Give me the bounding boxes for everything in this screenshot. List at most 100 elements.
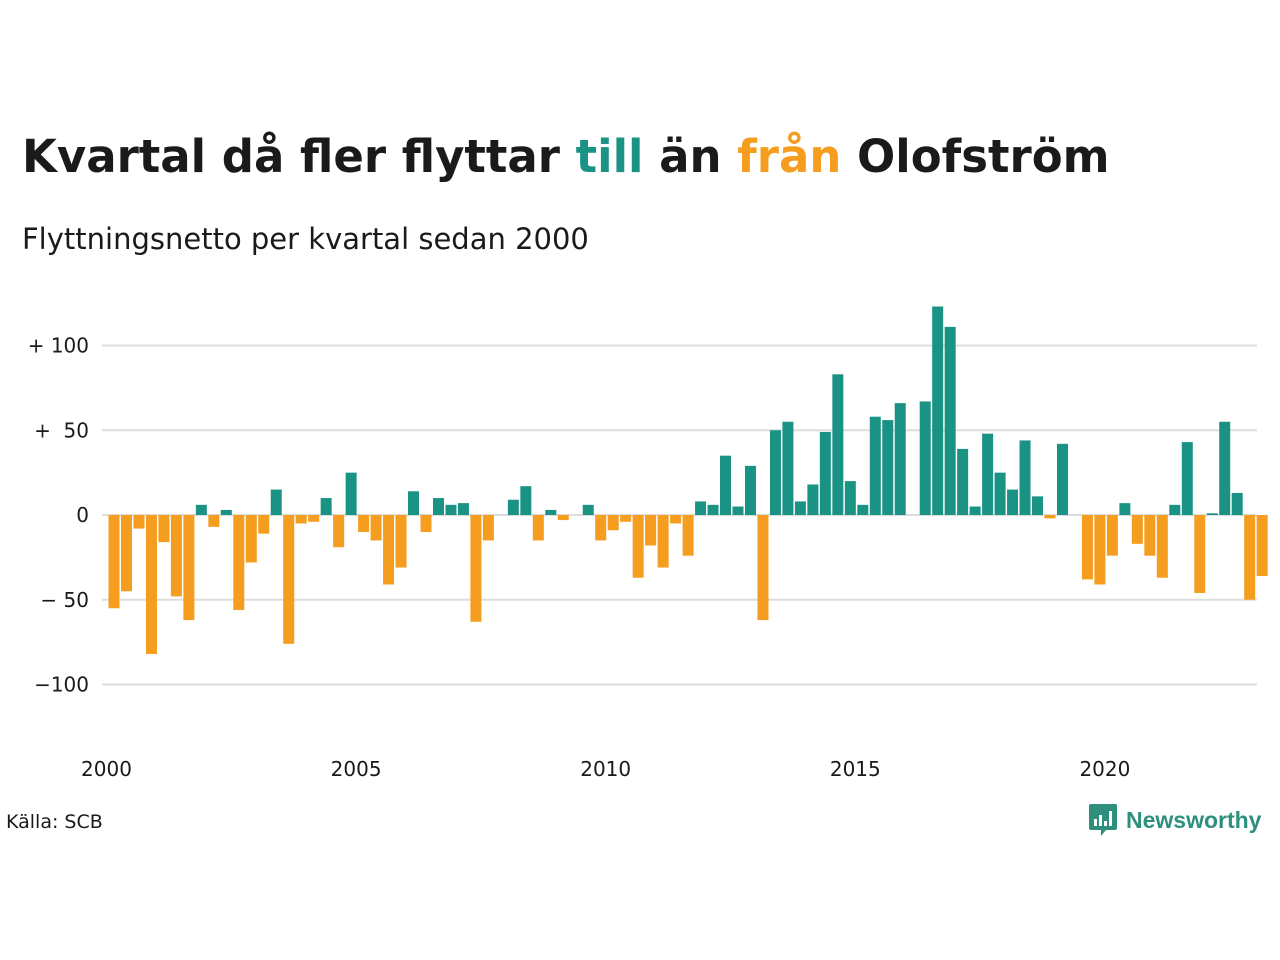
bar xyxy=(657,515,669,568)
bar xyxy=(183,515,195,621)
bar xyxy=(370,515,382,541)
bar xyxy=(258,515,270,534)
bar xyxy=(582,504,594,515)
newsworthy-chart-icon xyxy=(1089,804,1117,836)
bar xyxy=(894,403,906,515)
bar xyxy=(794,501,806,515)
bar xyxy=(882,420,894,515)
bar xyxy=(482,515,494,541)
bar xyxy=(1131,515,1143,544)
bar xyxy=(432,498,444,515)
bar xyxy=(532,515,544,541)
newsworthy-logo: Newsworthy xyxy=(1088,802,1261,838)
bar xyxy=(270,489,282,515)
bar xyxy=(732,506,744,515)
bar xyxy=(1181,442,1193,516)
bar xyxy=(720,455,732,516)
bar xyxy=(819,431,831,515)
bar xyxy=(295,515,307,524)
title-word-till: till xyxy=(575,130,644,183)
bar xyxy=(245,515,257,563)
y-tick-label: −100 xyxy=(34,673,89,697)
bar xyxy=(982,433,994,515)
y-tick-label: − 50 xyxy=(40,588,89,612)
bar xyxy=(1032,496,1044,515)
bar xyxy=(744,465,756,516)
bar xyxy=(1019,440,1031,515)
bar xyxy=(844,481,856,515)
bar xyxy=(133,515,145,529)
bar xyxy=(170,515,182,597)
x-tick-label: 2010 xyxy=(580,757,631,781)
bar xyxy=(607,515,619,531)
bar xyxy=(283,515,295,644)
title-text-3: Olofström xyxy=(841,130,1110,183)
bar xyxy=(670,515,682,524)
bar xyxy=(395,515,407,568)
bar xyxy=(1194,515,1206,593)
bar xyxy=(1256,515,1268,577)
bar xyxy=(919,401,931,515)
bar xyxy=(645,515,657,546)
bar xyxy=(1007,489,1019,515)
bar xyxy=(1056,443,1068,515)
bar xyxy=(682,515,694,556)
title-word-fran: från xyxy=(737,130,842,183)
bar xyxy=(507,499,519,516)
bar xyxy=(869,416,881,515)
bar xyxy=(158,515,170,543)
bar xyxy=(1119,503,1131,515)
brand-name: Newsworthy xyxy=(1126,806,1262,833)
bar xyxy=(707,504,719,515)
bar xyxy=(857,504,869,515)
y-tick-label: 0 xyxy=(76,503,89,527)
bar xyxy=(145,515,157,654)
x-tick-label: 2020 xyxy=(1079,757,1130,781)
bar xyxy=(457,503,469,515)
bar xyxy=(620,515,632,522)
bar xyxy=(1094,515,1106,585)
bar xyxy=(520,486,532,516)
bar xyxy=(358,515,370,532)
bar xyxy=(1169,504,1181,515)
bar xyxy=(345,472,357,516)
bar xyxy=(1106,515,1118,556)
bar xyxy=(994,472,1006,516)
bar xyxy=(383,515,395,585)
bar xyxy=(1081,515,1093,580)
bar xyxy=(308,515,320,522)
bar xyxy=(969,506,981,515)
bar xyxy=(595,515,607,541)
chart-subtitle: Flyttningsnetto per kvartal sedan 2000 xyxy=(22,222,589,256)
bar xyxy=(1144,515,1156,556)
bar xyxy=(1244,515,1256,600)
bar xyxy=(333,515,345,548)
title-text-2: än xyxy=(643,130,738,183)
bars xyxy=(108,306,1268,654)
bar xyxy=(695,501,707,515)
bar xyxy=(220,509,232,515)
bar xyxy=(420,515,432,532)
bar xyxy=(832,374,844,515)
bar xyxy=(557,515,569,521)
bar xyxy=(470,515,482,622)
bar xyxy=(233,515,245,610)
y-tick-label: + 100 xyxy=(28,334,89,358)
y-axis-labels: + 100 + 50 0 − 50 −100 xyxy=(28,334,89,697)
bar xyxy=(208,515,220,527)
bar xyxy=(632,515,644,578)
bar xyxy=(320,498,332,515)
bar xyxy=(445,504,457,515)
title-text-1: Kvartal då fler flyttar xyxy=(22,130,576,183)
bar xyxy=(782,421,794,515)
bar xyxy=(408,491,420,515)
source-label: Källa: SCB xyxy=(6,811,103,833)
x-tick-label: 2000 xyxy=(81,757,132,781)
x-tick-label: 2005 xyxy=(331,757,382,781)
bar xyxy=(1231,492,1243,515)
chart-title: Kvartal då fler flyttar till än från Olo… xyxy=(22,132,1110,182)
bar xyxy=(545,509,557,515)
bar xyxy=(1206,513,1218,515)
bar xyxy=(769,430,781,515)
bar xyxy=(1219,421,1231,515)
